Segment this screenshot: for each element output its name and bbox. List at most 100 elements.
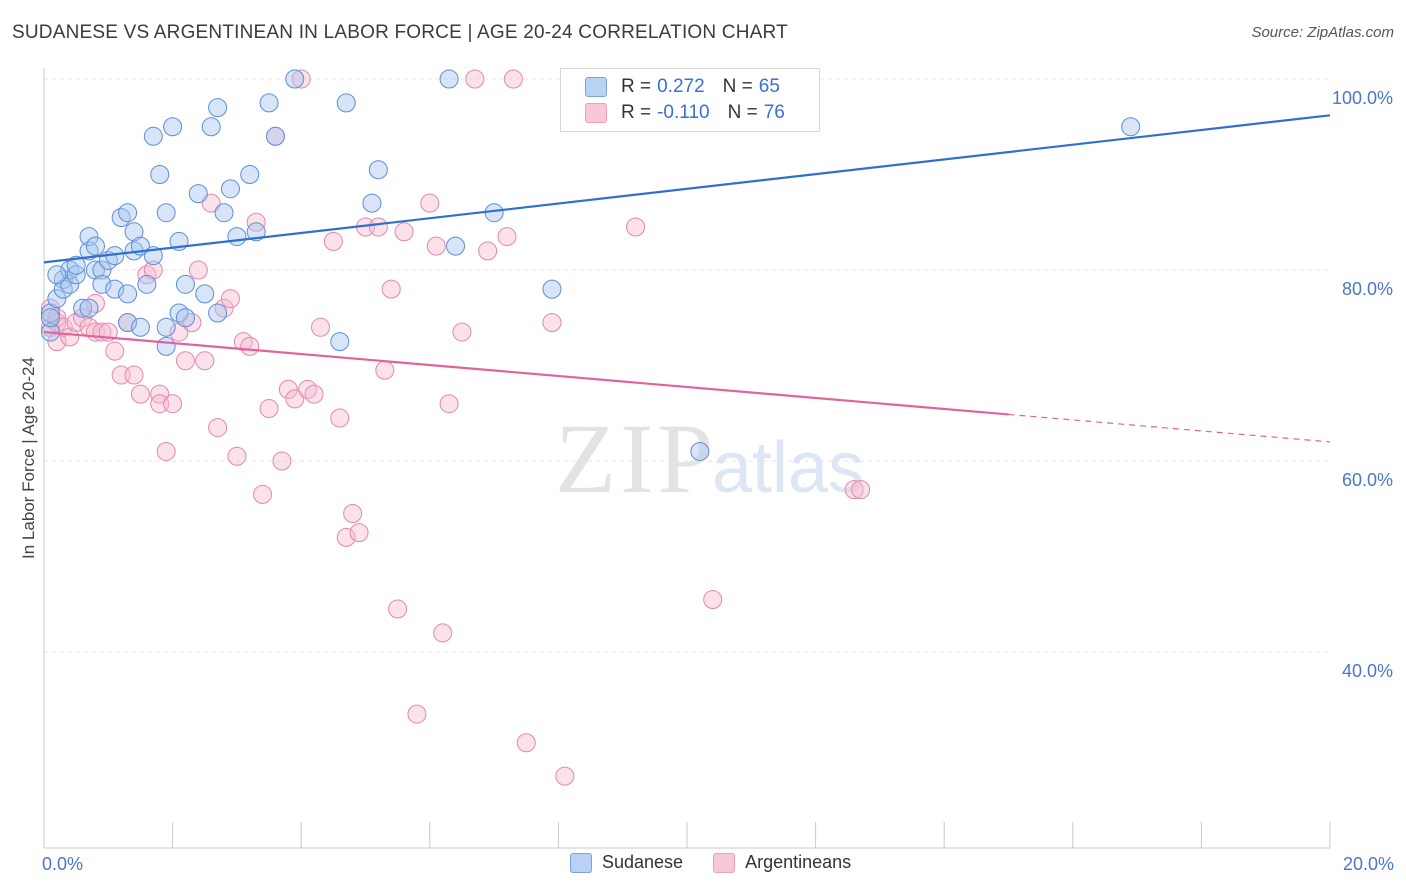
n-value: 76 (763, 102, 785, 123)
argentinean-point-46 (304, 384, 324, 404)
sudanese-point-47 (240, 165, 260, 184)
y-tick-label-1: 80.0% (1342, 279, 1393, 299)
watermark-atlas: atlas (712, 428, 864, 508)
sudanese-point-37 (175, 274, 195, 294)
sudanese-point-31 (156, 317, 176, 337)
argentinean-swatch (585, 103, 607, 123)
sudanese-point-59 (542, 279, 562, 299)
argentinean-swatch (713, 852, 736, 873)
sudanese-point-1 (47, 289, 67, 309)
argentinean-point-39 (259, 398, 279, 418)
argentinean-point-59 (407, 704, 427, 724)
argentinean-point-62 (433, 623, 453, 643)
sudanese-point-13 (85, 260, 105, 280)
sudanese-point-55 (368, 160, 388, 180)
sudanese-point-61 (1121, 117, 1141, 137)
n-label: N = (727, 102, 758, 123)
argentinean-point-29 (195, 351, 215, 371)
argentinean-point-20 (143, 260, 163, 280)
argentinean-point-72 (626, 217, 646, 237)
watermark-zip: ZIP (555, 403, 717, 514)
chart-title: SUDANESE VS ARGENTINEAN IN LABOR FORCE |… (12, 22, 788, 43)
argentinean-point-17 (124, 365, 144, 385)
argentinean-point-31 (208, 418, 228, 438)
sudanese-trend-line (43, 114, 1331, 264)
x-tick-label-0: 0.0% (42, 854, 83, 874)
sudanese-point-6 (66, 265, 86, 285)
sudanese-point-40 (195, 284, 215, 304)
sudanese-point-20 (118, 203, 138, 223)
argentinean-point-70 (542, 313, 562, 333)
sudanese-point-4 (60, 274, 80, 294)
sudanese-point-23 (124, 222, 144, 242)
sudanese-point-53 (336, 93, 356, 113)
argentinean-point-44 (291, 69, 311, 89)
argentinean-point-25 (169, 322, 189, 342)
x-tick-labels: 0.0% 20.0% (42, 854, 1394, 874)
argentinean-point-37 (246, 212, 266, 232)
y-tick-label-2: 60.0% (1342, 470, 1393, 490)
sudanese-point-8 (73, 298, 93, 318)
argentinean-point-34 (227, 446, 247, 466)
sudanese-point-7 (66, 255, 86, 275)
argentinean-point-55 (375, 360, 395, 380)
argentinean-point-8 (73, 308, 93, 328)
argentinean-point-51 (343, 504, 363, 524)
argentinean-point-38 (253, 484, 273, 504)
sudanese-swatch (585, 77, 607, 97)
argentinean-point-64 (452, 322, 472, 342)
argentinean-point-14 (105, 341, 125, 361)
sudanese-point-9 (79, 298, 99, 318)
r-value: 0.272 (657, 76, 705, 97)
argentinean-point-47 (310, 317, 330, 337)
argentinean-point-33 (220, 289, 240, 309)
sudanese-point-11 (79, 227, 99, 247)
sudanese-point-50 (265, 126, 285, 146)
r-label: R = (621, 102, 652, 123)
y-tick-label-3: 40.0% (1342, 661, 1393, 681)
sudanese-point-49 (259, 93, 279, 113)
sudanese-point-15 (92, 274, 112, 294)
sudanese-point-54 (362, 193, 382, 213)
r-value: -0.110 (657, 102, 710, 123)
sudanese-point-51 (285, 69, 305, 89)
argentinean-point-54 (368, 217, 388, 237)
sudanese-point-48 (246, 222, 266, 242)
sudanese-point-42 (208, 98, 228, 118)
argentinean-point-49 (330, 408, 350, 428)
sudanese-swatch (570, 852, 592, 873)
y-tick-label-0: 100.0% (1332, 88, 1393, 108)
sudanese-point-14 (92, 260, 112, 280)
n-label: N = (722, 76, 753, 97)
argentinean-trend-line (43, 330, 1009, 416)
sudanese-point-38 (175, 308, 195, 328)
argentinean-point-57 (388, 599, 408, 619)
sudanese-point-44 (214, 203, 234, 223)
sudanese-point-43 (208, 303, 228, 323)
argentinean-point-60 (420, 193, 440, 213)
argentinean-point-28 (188, 260, 208, 280)
argentinean-point-26 (175, 351, 195, 371)
sudanese-point-57 (446, 236, 466, 256)
sudanese-point-39 (188, 184, 208, 204)
argentinean-point-21 (150, 384, 170, 404)
argentinean-point-50 (336, 527, 356, 547)
argentinean-point-69 (516, 733, 536, 753)
argentinean-point-36 (240, 336, 260, 356)
sudanese-point-32 (156, 336, 176, 356)
x-tick-label-1: 20.0% (1343, 854, 1394, 874)
sudanese-point-56 (439, 69, 459, 89)
argentinean-point-66 (478, 241, 498, 261)
sudanese-point-0 (40, 303, 60, 323)
sudanese-point-28 (143, 126, 163, 146)
grid-lines (44, 78, 1330, 653)
legend-item-argentineans[interactable]: Argentineans (713, 852, 851, 873)
argentinean-point-73 (703, 589, 723, 609)
argentinean-trend-extension (1008, 413, 1331, 443)
argentinean-point-18 (130, 384, 150, 404)
sudanese-point-22 (118, 313, 138, 333)
argentinean-point-42 (278, 379, 298, 399)
argentinean-point-1 (40, 298, 60, 318)
sudanese-point-64 (40, 308, 60, 328)
legend-item-sudanese[interactable]: Sudanese (570, 852, 683, 873)
